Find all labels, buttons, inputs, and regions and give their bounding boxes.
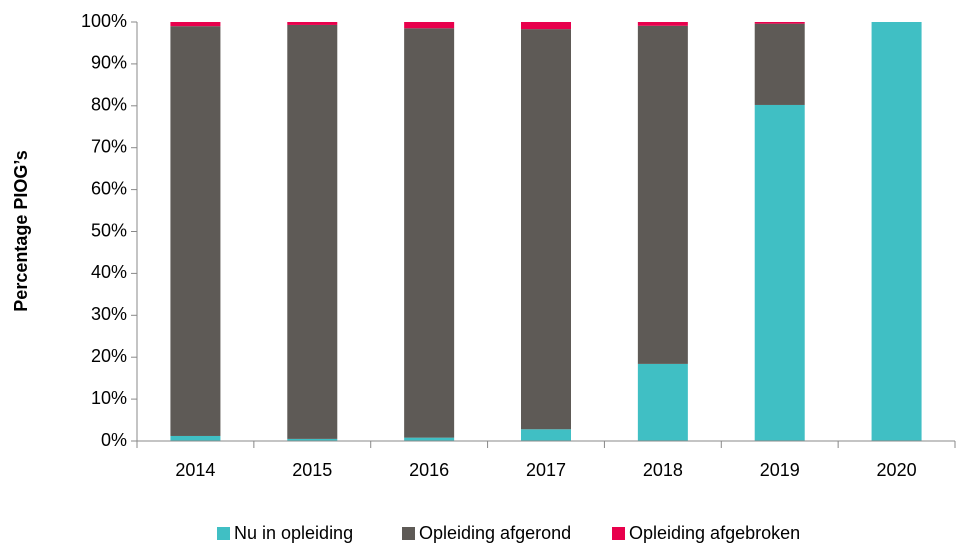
x-tick-label: 2017	[526, 460, 566, 480]
bar-segment	[287, 22, 338, 25]
x-tick-label: 2019	[760, 460, 800, 480]
bar-segment	[170, 22, 221, 27]
bar-segment	[637, 363, 688, 441]
bar-segment	[404, 28, 455, 438]
y-tick-label: 30%	[91, 304, 127, 324]
y-tick-label: 20%	[91, 346, 127, 366]
y-tick-label: 80%	[91, 95, 127, 115]
y-tick-label: 70%	[91, 136, 127, 156]
y-tick-label: 10%	[91, 388, 127, 408]
y-tick-label: 100%	[81, 11, 127, 31]
bar-segment	[170, 26, 221, 436]
y-axis-label: Percentage PIOG’s	[11, 150, 31, 311]
bar-segment	[637, 25, 688, 364]
bar-segment	[754, 22, 805, 24]
legend-swatch	[217, 527, 230, 540]
bar-segment	[404, 437, 455, 441]
bar-segment	[521, 29, 571, 430]
y-tick-label: 60%	[91, 178, 127, 198]
bar-segment	[404, 22, 455, 29]
y-tick-label: 0%	[101, 430, 127, 450]
bar-segment	[637, 22, 688, 26]
bar-segment	[754, 23, 805, 105]
y-tick-label: 40%	[91, 262, 127, 282]
bar-segment	[170, 435, 221, 441]
bar-segment	[521, 22, 571, 30]
legend-label: Nu in opleiding	[234, 523, 353, 543]
legend-label: Opleiding afgerond	[419, 523, 571, 543]
y-tick-label: 90%	[91, 53, 127, 73]
x-tick-label: 2015	[292, 460, 332, 480]
bar-segment	[287, 438, 338, 441]
y-tick-label: 50%	[91, 220, 127, 240]
legend-label: Opleiding afgebroken	[629, 523, 800, 543]
legend-swatch	[612, 527, 625, 540]
x-tick-label: 2018	[643, 460, 683, 480]
x-tick-label: 2020	[877, 460, 917, 480]
bar-segment	[871, 22, 922, 441]
bar-segment	[521, 429, 571, 441]
bar-segment	[754, 104, 805, 441]
x-tick-label: 2014	[175, 460, 215, 480]
bar-segment	[287, 24, 338, 439]
x-tick-label: 2016	[409, 460, 449, 480]
legend-swatch	[402, 527, 415, 540]
